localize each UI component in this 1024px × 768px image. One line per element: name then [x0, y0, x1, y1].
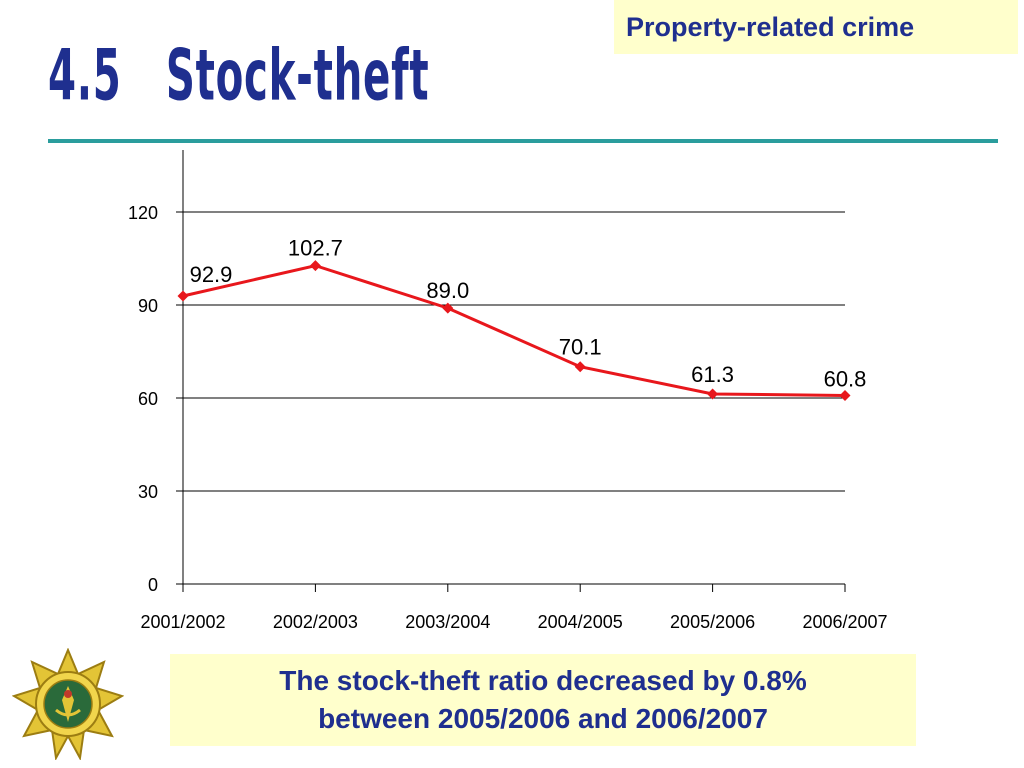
- data-point: [442, 302, 454, 314]
- data-point: [309, 260, 321, 272]
- data-point: [177, 290, 189, 302]
- axes: [176, 150, 846, 592]
- y-tick-label: 0: [148, 575, 158, 595]
- x-tick-labels: 2001/2002 2002/2003 2003/2004 2004/2005 2005…: [140, 612, 887, 632]
- y-tick-label: 30: [138, 482, 158, 502]
- data-label: 70.1: [559, 335, 602, 360]
- data-label: 61.3: [691, 362, 734, 387]
- summary-caption: The stock-theft ratio decreased by 0.8% …: [170, 654, 916, 746]
- data-point: [574, 361, 586, 373]
- caption-line-1: The stock-theft ratio decreased by 0.8%: [279, 665, 807, 696]
- x-tick-label: 2001/2002: [140, 612, 225, 632]
- y-tick-label: 120: [128, 203, 158, 223]
- category-banner: Property-related crime: [614, 0, 1018, 54]
- x-tick-label: 2002/2003: [273, 612, 358, 632]
- data-labels: 92.9 102.7 89.0 70.1 61.3 60.8: [190, 236, 867, 392]
- title-divider: [48, 139, 998, 143]
- page-title: 4.5 Stock-theft: [48, 35, 430, 117]
- y-tick-label: 90: [138, 296, 158, 316]
- data-point: [839, 390, 851, 402]
- data-label: 92.9: [190, 262, 233, 287]
- x-tick-label: 2005/2006: [670, 612, 755, 632]
- x-tick-label: 2003/2004: [405, 612, 490, 632]
- police-star-badge-icon: [12, 648, 124, 760]
- data-label: 89.0: [426, 278, 469, 303]
- data-point: [707, 388, 719, 400]
- series: [177, 260, 851, 402]
- y-tick-labels: 0 30 60 90 120: [128, 203, 158, 595]
- x-tick-label: 2006/2007: [802, 612, 887, 632]
- y-tick-label: 60: [138, 389, 158, 409]
- gridlines: [183, 211, 845, 492]
- caption-line-2: between 2005/2006 and 2006/2007: [318, 703, 768, 734]
- data-label: 60.8: [824, 367, 867, 392]
- series-line: [182, 264, 846, 398]
- x-tick-label: 2004/2005: [538, 612, 623, 632]
- category-label: Property-related crime: [626, 11, 915, 42]
- data-label: 102.7: [288, 236, 343, 261]
